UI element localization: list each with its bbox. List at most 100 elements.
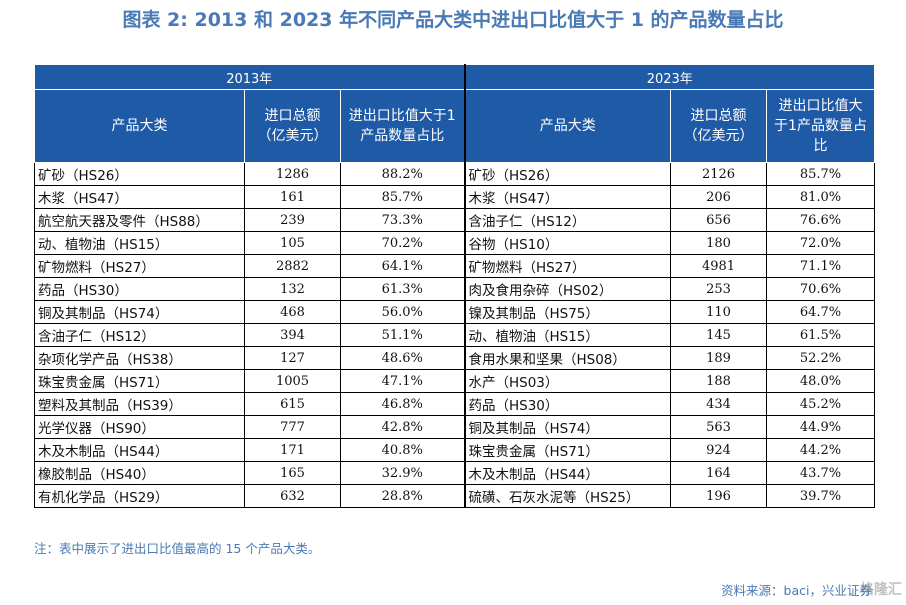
cell-import-2023: 196 bbox=[670, 484, 767, 508]
cell-category-2013: 光学仪器（HS90） bbox=[34, 415, 245, 439]
cell-ratio-2013: 32.9% bbox=[340, 461, 466, 485]
cell-category-2023: 水产（HS03） bbox=[464, 369, 671, 393]
cell-import-2013: 127 bbox=[244, 346, 341, 370]
cell-import-2013: 171 bbox=[244, 438, 341, 462]
cell-import-2023: 4981 bbox=[670, 254, 767, 278]
table-row: 矿砂（HS26） 1286 88.2% 矿砂（HS26） 2126 85.7% bbox=[34, 162, 875, 186]
cell-import-2013: 777 bbox=[244, 415, 341, 439]
cell-ratio-2023: 85.7% bbox=[766, 162, 875, 186]
cell-category-2013: 木及木制品（HS44） bbox=[34, 438, 245, 462]
cell-import-2013: 105 bbox=[244, 231, 341, 255]
cell-category-2013: 珠宝贵金属（HS71） bbox=[34, 369, 245, 393]
cell-category-2013: 药品（HS30） bbox=[34, 277, 245, 301]
cell-ratio-2023: 44.9% bbox=[766, 415, 875, 439]
cell-ratio-2013: 28.8% bbox=[340, 484, 466, 508]
cell-category-2023: 矿砂（HS26） bbox=[464, 162, 671, 186]
cell-category-2023: 镍及其制品（HS75） bbox=[464, 300, 671, 324]
table-row: 木及木制品（HS44） 171 40.8% 珠宝贵金属（HS71） 924 44.2% bbox=[34, 438, 875, 462]
cell-ratio-2013: 61.3% bbox=[340, 277, 466, 301]
cell-import-2013: 239 bbox=[244, 208, 341, 232]
cell-ratio-2023: 70.6% bbox=[766, 277, 875, 301]
cell-ratio-2023: 39.7% bbox=[766, 484, 875, 508]
table-row: 珠宝贵金属（HS71） 1005 47.1% 水产（HS03） 188 48.0% bbox=[34, 369, 875, 393]
cell-import-2023: 188 bbox=[670, 369, 767, 393]
comparison-table: 2013年 2023年 产品大类 进口总额（亿美元） 进出口比值大于1产品数量占… bbox=[34, 64, 875, 508]
cell-category-2023: 肉及食用杂碎（HS02） bbox=[464, 277, 671, 301]
table-row: 木浆（HS47） 161 85.7% 木浆（HS47） 206 81.0% bbox=[34, 185, 875, 209]
cell-ratio-2013: 64.1% bbox=[340, 254, 466, 278]
cell-ratio-2023: 64.7% bbox=[766, 300, 875, 324]
cell-category-2013: 矿物燃料（HS27） bbox=[34, 254, 245, 278]
table-row: 药品（HS30） 132 61.3% 肉及食用杂碎（HS02） 253 70.6% bbox=[34, 277, 875, 301]
cell-ratio-2013: 48.6% bbox=[340, 346, 466, 370]
cell-import-2013: 615 bbox=[244, 392, 341, 416]
cell-category-2023: 矿物燃料（HS27） bbox=[464, 254, 671, 278]
cell-ratio-2013: 46.8% bbox=[340, 392, 466, 416]
cell-ratio-2023: 45.2% bbox=[766, 392, 875, 416]
cell-category-2023: 木浆（HS47） bbox=[464, 185, 671, 209]
cell-category-2023: 药品（HS30） bbox=[464, 392, 671, 416]
cell-ratio-2013: 56.0% bbox=[340, 300, 466, 324]
cell-import-2023: 206 bbox=[670, 185, 767, 209]
cell-category-2013: 含油子仁（HS12） bbox=[34, 323, 245, 347]
cell-category-2013: 矿砂（HS26） bbox=[34, 162, 245, 186]
cell-import-2013: 1005 bbox=[244, 369, 341, 393]
cell-import-2023: 434 bbox=[670, 392, 767, 416]
cell-import-2013: 468 bbox=[244, 300, 341, 324]
cell-category-2023: 动、植物油（HS15） bbox=[464, 323, 671, 347]
col-header-import-2013: 进口总额（亿美元） bbox=[244, 89, 341, 163]
cell-ratio-2023: 44.2% bbox=[766, 438, 875, 462]
cell-ratio-2013: 47.1% bbox=[340, 369, 466, 393]
table-row: 航空航天器及零件（HS88） 239 73.3% 含油子仁（HS12） 656 76.6% bbox=[34, 208, 875, 232]
cell-import-2013: 132 bbox=[244, 277, 341, 301]
cell-category-2013: 杂项化学产品（HS38） bbox=[34, 346, 245, 370]
cell-ratio-2013: 88.2% bbox=[340, 162, 466, 186]
cell-import-2023: 253 bbox=[670, 277, 767, 301]
watermark-logo: 格隆汇 bbox=[860, 582, 902, 598]
table-row: 杂项化学产品（HS38） 127 48.6% 食用水果和坚果（HS08） 189 52.2… bbox=[34, 346, 875, 370]
cell-import-2023: 563 bbox=[670, 415, 767, 439]
table-body: 矿砂（HS26） 1286 88.2% 矿砂（HS26） 2126 85.7% 木浆（HS4… bbox=[34, 162, 875, 508]
cell-import-2023: 145 bbox=[670, 323, 767, 347]
cell-import-2013: 1286 bbox=[244, 162, 341, 186]
cell-category-2023: 含油子仁（HS12） bbox=[464, 208, 671, 232]
cell-import-2013: 161 bbox=[244, 185, 341, 209]
table-row: 矿物燃料（HS27） 2882 64.1% 矿物燃料（HS27） 4981 71.1% bbox=[34, 254, 875, 278]
cell-category-2023: 硫磺、石灰水泥等（HS25） bbox=[464, 484, 671, 508]
cell-category-2013: 动、植物油（HS15） bbox=[34, 231, 245, 255]
col-header-ratio-2013: 进出口比值大于1产品数量占比 bbox=[340, 89, 466, 163]
year-header-2013: 2013年 bbox=[34, 64, 466, 90]
cell-category-2013: 有机化学品（HS29） bbox=[34, 484, 245, 508]
cell-category-2023: 食用水果和坚果（HS08） bbox=[464, 346, 671, 370]
cell-import-2023: 164 bbox=[670, 461, 767, 485]
cell-import-2023: 180 bbox=[670, 231, 767, 255]
cell-category-2023: 珠宝贵金属（HS71） bbox=[464, 438, 671, 462]
cell-category-2013: 塑料及其制品（HS39） bbox=[34, 392, 245, 416]
cell-category-2013: 木浆（HS47） bbox=[34, 185, 245, 209]
cell-category-2023: 木及木制品（HS44） bbox=[464, 461, 671, 485]
cell-ratio-2023: 48.0% bbox=[766, 369, 875, 393]
cell-import-2023: 110 bbox=[670, 300, 767, 324]
table-row: 光学仪器（HS90） 777 42.8% 铜及其制品（HS74） 563 44.9% bbox=[34, 415, 875, 439]
table-row: 含油子仁（HS12） 394 51.1% 动、植物油（HS15） 145 61.5% bbox=[34, 323, 875, 347]
cell-import-2023: 189 bbox=[670, 346, 767, 370]
chart-title: 图表 2: 2013 和 2023 年不同产品大类中进出口比值大于 1 的产品数… bbox=[122, 9, 784, 31]
cell-ratio-2013: 85.7% bbox=[340, 185, 466, 209]
cell-ratio-2013: 40.8% bbox=[340, 438, 466, 462]
cell-ratio-2023: 61.5% bbox=[766, 323, 875, 347]
cell-ratio-2023: 72.0% bbox=[766, 231, 875, 255]
cell-import-2013: 394 bbox=[244, 323, 341, 347]
cell-ratio-2013: 70.2% bbox=[340, 231, 466, 255]
cell-category-2013: 航空航天器及零件（HS88） bbox=[34, 208, 245, 232]
col-header-category-2013: 产品大类 bbox=[34, 89, 245, 163]
cell-ratio-2013: 73.3% bbox=[340, 208, 466, 232]
cell-category-2013: 橡胶制品（HS40） bbox=[34, 461, 245, 485]
cell-ratio-2023: 43.7% bbox=[766, 461, 875, 485]
col-header-import-2023: 进口总额（亿美元） bbox=[670, 89, 767, 163]
table-row: 有机化学品（HS29） 632 28.8% 硫磺、石灰水泥等（HS25） 196 39.7… bbox=[34, 484, 875, 508]
table-row: 铜及其制品（HS74） 468 56.0% 镍及其制品（HS75） 110 64.7% bbox=[34, 300, 875, 324]
cell-ratio-2013: 42.8% bbox=[340, 415, 466, 439]
cell-category-2023: 铜及其制品（HS74） bbox=[464, 415, 671, 439]
table-row: 塑料及其制品（HS39） 615 46.8% 药品（HS30） 434 45.2% bbox=[34, 392, 875, 416]
cell-ratio-2023: 52.2% bbox=[766, 346, 875, 370]
